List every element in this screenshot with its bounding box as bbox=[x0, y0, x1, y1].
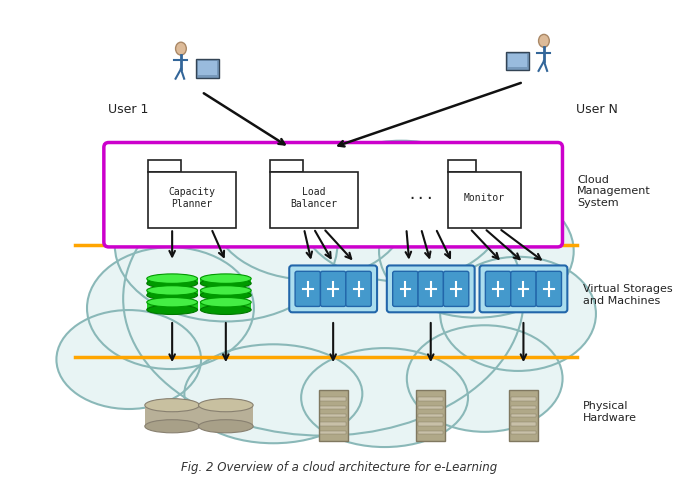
FancyBboxPatch shape bbox=[289, 265, 377, 312]
Ellipse shape bbox=[212, 147, 407, 280]
FancyBboxPatch shape bbox=[508, 54, 527, 67]
Ellipse shape bbox=[147, 286, 197, 295]
FancyBboxPatch shape bbox=[197, 61, 217, 75]
Ellipse shape bbox=[201, 305, 251, 315]
Text: ...: ... bbox=[408, 187, 435, 202]
FancyBboxPatch shape bbox=[418, 414, 444, 417]
FancyBboxPatch shape bbox=[270, 160, 303, 172]
Ellipse shape bbox=[176, 42, 186, 55]
FancyBboxPatch shape bbox=[448, 172, 521, 228]
FancyBboxPatch shape bbox=[320, 271, 346, 306]
Polygon shape bbox=[147, 279, 197, 283]
Text: Capacity
Planner: Capacity Planner bbox=[168, 187, 215, 209]
FancyBboxPatch shape bbox=[511, 271, 536, 306]
Text: Physical
Hardware: Physical Hardware bbox=[583, 401, 637, 423]
Ellipse shape bbox=[147, 274, 197, 283]
FancyBboxPatch shape bbox=[511, 397, 536, 400]
FancyBboxPatch shape bbox=[320, 406, 346, 409]
FancyBboxPatch shape bbox=[270, 172, 358, 228]
FancyBboxPatch shape bbox=[444, 271, 468, 306]
Ellipse shape bbox=[145, 420, 199, 433]
Polygon shape bbox=[147, 302, 197, 310]
Polygon shape bbox=[201, 279, 251, 283]
Ellipse shape bbox=[201, 279, 251, 288]
Ellipse shape bbox=[145, 399, 199, 412]
Ellipse shape bbox=[201, 274, 251, 283]
FancyBboxPatch shape bbox=[485, 271, 511, 306]
FancyBboxPatch shape bbox=[511, 431, 536, 434]
Text: User 1: User 1 bbox=[108, 103, 148, 116]
Text: Virtual Storages
and Machines: Virtual Storages and Machines bbox=[583, 284, 673, 305]
Ellipse shape bbox=[201, 290, 251, 300]
FancyBboxPatch shape bbox=[295, 271, 320, 306]
Ellipse shape bbox=[184, 344, 363, 443]
Ellipse shape bbox=[538, 35, 549, 47]
FancyBboxPatch shape bbox=[418, 406, 444, 409]
Ellipse shape bbox=[123, 162, 524, 436]
Ellipse shape bbox=[87, 247, 254, 369]
FancyBboxPatch shape bbox=[418, 271, 444, 306]
Ellipse shape bbox=[199, 420, 253, 433]
Ellipse shape bbox=[407, 325, 563, 432]
Ellipse shape bbox=[298, 141, 504, 281]
FancyBboxPatch shape bbox=[418, 431, 444, 434]
FancyBboxPatch shape bbox=[480, 265, 567, 312]
FancyBboxPatch shape bbox=[320, 431, 346, 434]
Ellipse shape bbox=[147, 290, 197, 300]
FancyBboxPatch shape bbox=[448, 160, 475, 172]
FancyBboxPatch shape bbox=[536, 271, 561, 306]
FancyBboxPatch shape bbox=[196, 59, 219, 77]
Ellipse shape bbox=[301, 348, 468, 447]
FancyBboxPatch shape bbox=[418, 397, 444, 400]
FancyBboxPatch shape bbox=[416, 391, 446, 441]
FancyBboxPatch shape bbox=[104, 143, 563, 247]
Ellipse shape bbox=[57, 310, 201, 409]
FancyBboxPatch shape bbox=[320, 423, 346, 426]
Polygon shape bbox=[201, 290, 251, 295]
Ellipse shape bbox=[201, 286, 251, 295]
FancyBboxPatch shape bbox=[392, 271, 418, 306]
Ellipse shape bbox=[147, 298, 197, 307]
Text: Monitor: Monitor bbox=[464, 193, 505, 203]
FancyBboxPatch shape bbox=[318, 391, 348, 441]
Text: Load
Balancer: Load Balancer bbox=[290, 187, 337, 209]
FancyBboxPatch shape bbox=[148, 160, 181, 172]
FancyBboxPatch shape bbox=[148, 172, 235, 228]
FancyBboxPatch shape bbox=[320, 414, 346, 417]
Ellipse shape bbox=[199, 399, 253, 412]
Ellipse shape bbox=[115, 169, 337, 321]
Ellipse shape bbox=[147, 279, 197, 288]
Polygon shape bbox=[145, 405, 199, 426]
Ellipse shape bbox=[440, 257, 596, 371]
Polygon shape bbox=[147, 290, 197, 295]
FancyBboxPatch shape bbox=[511, 414, 536, 417]
Ellipse shape bbox=[147, 305, 197, 315]
FancyBboxPatch shape bbox=[320, 397, 346, 400]
FancyBboxPatch shape bbox=[418, 423, 444, 426]
FancyBboxPatch shape bbox=[509, 391, 538, 441]
Text: Cloud
Management
System: Cloud Management System bbox=[577, 175, 651, 208]
Ellipse shape bbox=[201, 298, 251, 307]
Ellipse shape bbox=[379, 185, 574, 318]
FancyBboxPatch shape bbox=[506, 52, 529, 70]
Text: Fig. 2 Overview of a cloud architecture for e-Learning: Fig. 2 Overview of a cloud architecture … bbox=[181, 461, 497, 474]
FancyBboxPatch shape bbox=[511, 423, 536, 426]
FancyBboxPatch shape bbox=[346, 271, 371, 306]
Polygon shape bbox=[199, 405, 253, 426]
FancyBboxPatch shape bbox=[387, 265, 475, 312]
Polygon shape bbox=[201, 302, 251, 310]
Text: User N: User N bbox=[576, 103, 617, 116]
FancyBboxPatch shape bbox=[511, 406, 536, 409]
